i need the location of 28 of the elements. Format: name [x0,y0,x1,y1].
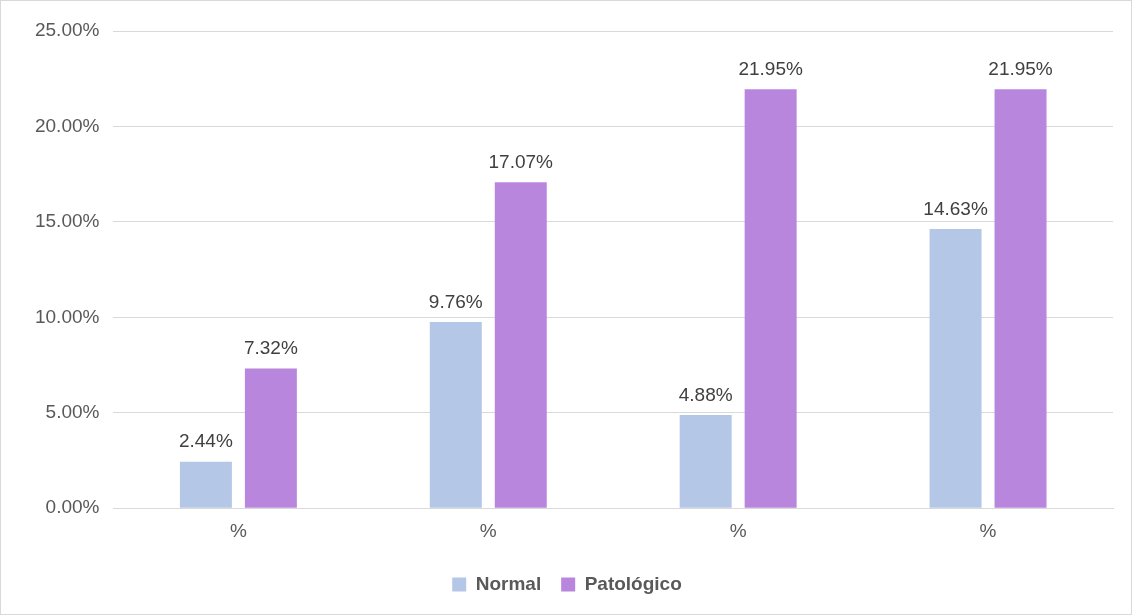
data-label: 2.44% [178,430,233,452]
bar [429,321,482,508]
y-tick-label: 25.00% [34,19,100,41]
data-label: 21.95% [988,57,1053,79]
bar [929,228,982,508]
y-tick-label: 20.00% [34,114,100,136]
bar [494,182,547,508]
x-tick-label: % [229,519,247,541]
bar [179,461,232,508]
data-label: 14.63% [923,197,988,219]
data-label: 4.88% [678,383,733,405]
y-tick-label: 5.00% [45,400,100,422]
bar [244,368,297,508]
x-tick-label: % [729,519,747,541]
x-tick-label: % [479,519,497,541]
data-label: 9.76% [428,290,483,312]
data-label: 7.32% [243,337,298,359]
bar [744,89,797,508]
bar [679,415,732,508]
y-tick-label: 0.00% [45,496,100,518]
bar [994,89,1047,508]
x-tick-label: % [979,519,997,541]
legend-label: Normal [475,572,542,594]
data-label: 21.95% [738,57,803,79]
legend-label: Patológico [584,572,682,594]
y-tick-label: 10.00% [34,305,100,327]
y-tick-label: 15.00% [34,210,100,232]
data-label: 17.07% [488,151,554,173]
